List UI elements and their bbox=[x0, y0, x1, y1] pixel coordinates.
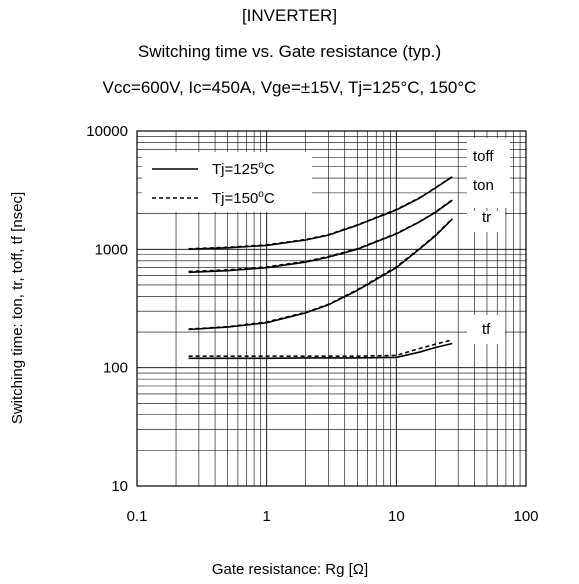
tick-labels: 10 100 1000 10000 0.1 1 10 100 bbox=[86, 123, 538, 525]
y-tick-label: 10000 bbox=[86, 123, 128, 140]
curve-tf-125c bbox=[188, 342, 453, 360]
legend: Tj=125oC Tj=150oC bbox=[152, 160, 275, 207]
curve-tr-125c bbox=[188, 218, 453, 331]
curve-tr-150c bbox=[188, 218, 453, 330]
y-tick-label: 100 bbox=[103, 360, 128, 377]
x-tick-label: 100 bbox=[513, 508, 538, 525]
chart-subtitle: Switching time vs. Gate resistance (typ.… bbox=[137, 42, 442, 61]
curve-tf-150c bbox=[188, 339, 453, 358]
series-label-toff: toff bbox=[473, 148, 494, 165]
x-tick-label: 1 bbox=[262, 508, 270, 525]
label-background bbox=[467, 138, 510, 208]
x-tick-label: 0.1 bbox=[127, 508, 148, 525]
grid bbox=[137, 131, 526, 486]
curve-ton-150c bbox=[188, 199, 453, 273]
y-tick-label: 1000 bbox=[95, 241, 128, 258]
y-tick-label: 10 bbox=[111, 478, 128, 495]
x-tick-label: 10 bbox=[388, 508, 405, 525]
legend-label: Tj=125oC bbox=[212, 160, 275, 178]
legend-label: Tj=150oC bbox=[212, 189, 275, 207]
legend-background bbox=[142, 152, 312, 212]
label-background bbox=[467, 315, 505, 344]
series-label-ton: ton bbox=[473, 177, 494, 194]
chart-title: [INVERTER] bbox=[241, 6, 338, 25]
chart-conditions: Vcc=600V, Ic=450A, Vge=±15V, Tj=125°C, 1… bbox=[102, 78, 477, 97]
x-axis-label: Gate resistance: Rg [Ω] bbox=[212, 561, 368, 578]
series-labels: toff ton tr tf bbox=[473, 148, 494, 338]
label-background bbox=[467, 211, 505, 232]
series-label-tr: tr bbox=[482, 209, 491, 226]
curve-toff-150c bbox=[188, 175, 453, 250]
series-label-tf: tf bbox=[482, 321, 491, 338]
plot-frame bbox=[136, 130, 527, 487]
y-axis-label: Switching time: ton, tr, toff, tf [nsec] bbox=[9, 192, 26, 424]
curves bbox=[188, 175, 453, 360]
